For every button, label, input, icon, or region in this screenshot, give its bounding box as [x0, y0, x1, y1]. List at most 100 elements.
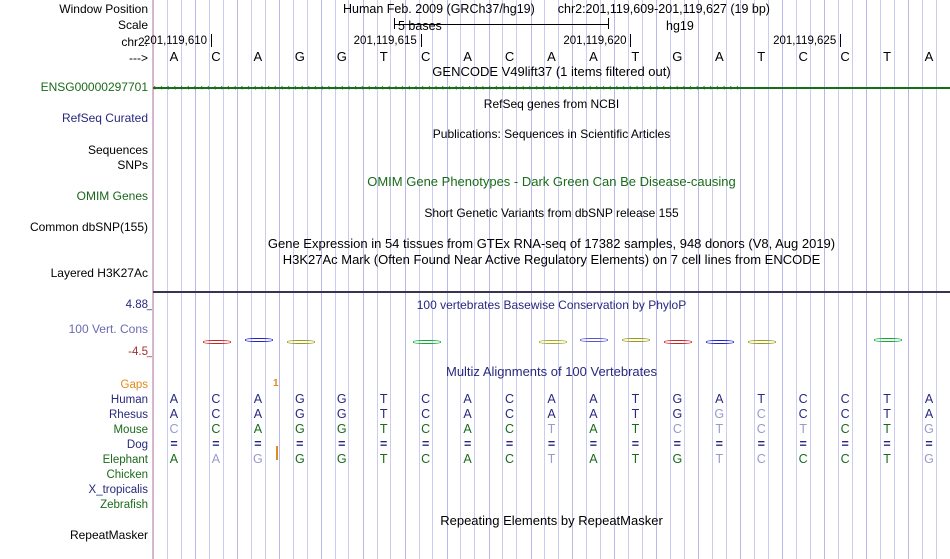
alignment-base-rhesus: G — [294, 407, 305, 421]
ruler-base: C — [420, 49, 431, 64]
alignment-base-mouse: C — [756, 422, 766, 436]
alignment-base-dog: = — [422, 437, 430, 451]
conservation-bar — [706, 340, 735, 344]
label-chrom: chr2: — [121, 35, 148, 49]
gridline — [544, 0, 545, 559]
species-label-zebrafish[interactable]: Zebrafish — [100, 499, 148, 511]
ruler-base: G — [294, 49, 305, 64]
ruler-tick-label: 201,119,610 — [143, 35, 208, 47]
gridline — [377, 0, 378, 559]
alignment-base-human: T — [883, 392, 891, 406]
alignment-base-elephant: C — [756, 452, 766, 466]
gridline — [307, 0, 308, 559]
scale-tick-right — [608, 18, 609, 29]
alignment-base-elephant: A — [589, 452, 598, 466]
ruler-base: A — [253, 49, 263, 64]
alignment-base-rhesus: A — [463, 407, 472, 421]
scale-db-label: hg19 — [666, 19, 694, 33]
alignment-base-mouse: C — [169, 422, 179, 436]
track-label-snps[interactable]: SNPs — [117, 158, 148, 172]
species-label-dog[interactable]: Dog — [126, 439, 148, 451]
alignment-base-rhesus: T — [631, 407, 640, 421]
gridline — [698, 0, 699, 559]
track-label-gaps[interactable]: Gaps — [120, 379, 149, 391]
gridline — [153, 0, 154, 559]
alignment-base-dog: = — [380, 437, 388, 451]
track-label-refseq[interactable]: RefSeq Curated — [61, 111, 148, 125]
ruler-base: A — [169, 49, 179, 64]
alignment-base-elephant: G — [924, 452, 934, 466]
caption-h3k27ac: H3K27Ac Mark (Often Found Near Active Re… — [282, 252, 821, 267]
scale-tick-left — [394, 18, 395, 29]
alignment-base-mouse: A — [253, 422, 263, 436]
alignment-base-mouse: A — [463, 422, 472, 436]
conservation-bar — [202, 340, 231, 344]
alignment-base-human: C — [505, 392, 515, 406]
alignment-base-dog: = — [883, 437, 891, 451]
gridline — [684, 0, 685, 559]
gridline — [908, 0, 909, 559]
alignment-base-dog: = — [841, 437, 849, 451]
alignment-base-elephant: T — [715, 452, 724, 466]
gridline — [866, 0, 867, 559]
conservation-bar — [538, 340, 567, 344]
gridline — [209, 0, 210, 559]
assembly-and-position: Human Feb. 2009 (GRCh37/hg19) chr2:201,1… — [343, 2, 770, 16]
ruler-tick-mark — [840, 34, 842, 47]
species-label-elephant[interactable]: Elephant — [102, 454, 148, 466]
ruler-base: T — [757, 49, 766, 64]
alignment-base-dog: = — [715, 437, 723, 451]
gridline — [796, 0, 797, 559]
gridline — [670, 0, 671, 559]
gridline — [223, 0, 224, 559]
alignment-base-human: G — [672, 392, 683, 406]
scale-bar-line — [394, 24, 608, 25]
gridline — [628, 0, 629, 559]
alignment-base-rhesus: C — [505, 407, 515, 421]
alignment-base-human: G — [294, 392, 305, 406]
alignment-base-human: A — [169, 392, 179, 406]
alignment-base-human: A — [547, 392, 556, 406]
gridline — [558, 0, 559, 559]
alignment-base-dog: = — [338, 437, 346, 451]
caption-dbsnp: Short Genetic Variants from dbSNP releas… — [424, 206, 679, 220]
cons-axis-max-tick: _ — [146, 299, 153, 311]
cons-axis-max: 4.88 — [125, 299, 148, 311]
alignment-base-human: C — [798, 392, 808, 406]
species-label-chicken[interactable]: Chicken — [106, 469, 148, 481]
track-label-gencode[interactable]: ENSG00000297701 — [40, 80, 148, 94]
species-label-xtropicalis[interactable]: X_tropicalis — [88, 484, 148, 496]
caption-repeatmasker: Repeating Elements by RepeatMasker — [440, 513, 663, 528]
track-label-h3k27ac[interactable]: Layered H3K27Ac — [50, 266, 148, 280]
species-label-human[interactable]: Human — [110, 394, 148, 406]
alignment-base-dog: = — [589, 437, 598, 451]
track-label-sequences[interactable]: Sequences — [87, 143, 148, 157]
ruler-base: A — [924, 49, 934, 64]
species-label-mouse[interactable]: Mouse — [113, 424, 148, 436]
alignment-base-elephant: T — [631, 452, 640, 466]
gencode-gene-line — [153, 87, 950, 89]
track-label-omim[interactable]: OMIM Genes — [76, 189, 148, 203]
species-label-rhesus[interactable]: Rhesus — [109, 409, 148, 421]
gridline — [838, 0, 839, 559]
gridline — [489, 0, 490, 559]
gridline — [740, 0, 741, 559]
ruler-tick-mark — [210, 34, 212, 47]
ruler-tick-label: 201,119,615 — [353, 35, 417, 47]
ruler-base: C — [798, 49, 808, 64]
track-label-repeatmasker[interactable]: RepeatMasker — [69, 528, 148, 542]
alignment-base-dog: = — [631, 437, 640, 451]
alignment-base-elephant: T — [547, 452, 556, 466]
alignment-base-elephant: G — [294, 452, 305, 466]
track-label-dbsnp[interactable]: Common dbSNP(155) — [29, 220, 148, 234]
gridline — [447, 0, 448, 559]
alignment-base-dog: = — [463, 437, 472, 451]
ruler-tick-label: 201,119,625 — [773, 35, 837, 47]
track-label-cons[interactable]: 100 Vert. Cons — [68, 322, 148, 336]
alignment-base-dog: = — [212, 437, 220, 451]
gridline — [363, 0, 364, 559]
alignment-base-human: C — [840, 392, 850, 406]
alignment-base-elephant: T — [379, 452, 388, 466]
caption-multiz: Multiz Alignments of 100 Vertebrates — [445, 364, 657, 379]
